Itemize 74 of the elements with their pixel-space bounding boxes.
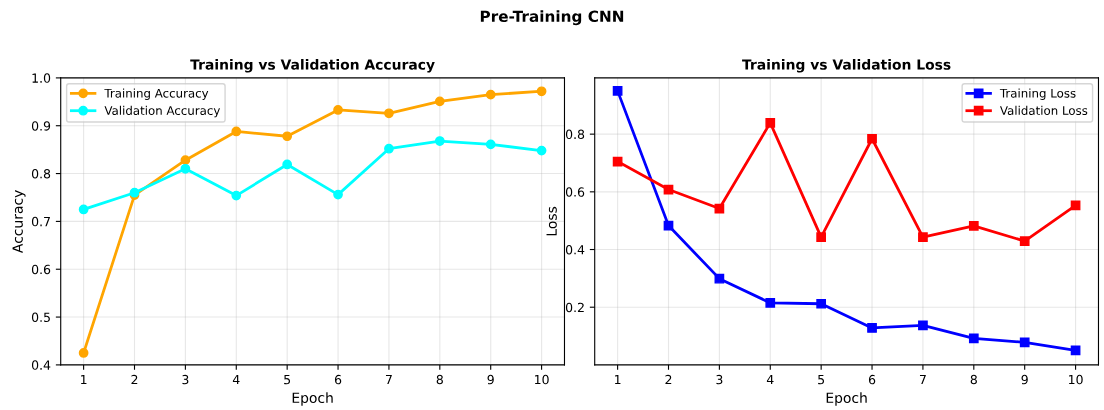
x-tick-label: 1 xyxy=(81,375,87,385)
point xyxy=(714,273,725,284)
point xyxy=(1019,236,1030,247)
y-tick-label: 0.8 xyxy=(565,129,585,140)
x-tick-label: 8 xyxy=(436,374,443,385)
point xyxy=(918,232,928,242)
x-tick-label: 2 xyxy=(665,374,672,385)
x-axis-title: Epoch xyxy=(292,392,333,406)
x-tick-label: 9 xyxy=(487,374,494,385)
y-tick-label: 0.5 xyxy=(31,312,50,322)
x-tick-label: 8 xyxy=(970,374,977,385)
x-tick-label: 7 xyxy=(919,375,926,385)
point xyxy=(816,298,827,309)
y-tick-label: 0.9 xyxy=(31,121,51,131)
point xyxy=(78,204,89,215)
x-tick-label: 1 xyxy=(615,375,621,385)
x-tick-label: 3 xyxy=(716,374,723,385)
point xyxy=(231,190,242,201)
point xyxy=(180,155,191,166)
point xyxy=(282,131,293,142)
x-tick-label: 6 xyxy=(334,374,342,385)
y-tick-label: 0.8 xyxy=(31,169,51,179)
y-tick-label: 0.7 xyxy=(31,216,50,227)
x-tick-label: 10 xyxy=(1069,374,1083,385)
x-tick-label: 4 xyxy=(766,375,774,385)
point xyxy=(968,333,979,344)
point xyxy=(612,86,623,96)
point xyxy=(78,348,89,358)
legend-label: Training Accuracy xyxy=(104,88,209,100)
y-axis-title: Accuracy xyxy=(12,190,26,253)
point xyxy=(968,221,979,231)
x-tick-label: 9 xyxy=(1021,374,1028,385)
point xyxy=(485,139,496,150)
x-tick-label: 5 xyxy=(284,375,291,385)
point xyxy=(536,145,547,156)
x-tick-label: 4 xyxy=(232,375,240,385)
point xyxy=(180,163,191,174)
point xyxy=(485,89,496,100)
y-tick-label: 1.0 xyxy=(32,73,51,83)
x-tick-label: 5 xyxy=(818,375,825,385)
chart-title: Training vs Validation Loss xyxy=(742,59,951,73)
chart-title: Training vs Validation Accuracy xyxy=(190,59,435,73)
point xyxy=(918,320,928,331)
y-tick-label: 0.2 xyxy=(565,302,584,313)
y-tick-label: 0.4 xyxy=(31,360,51,370)
x-tick-label: 6 xyxy=(868,374,876,385)
legend-label: Validation Accuracy xyxy=(104,105,220,118)
legend-label: Training Loss xyxy=(999,88,1076,100)
point xyxy=(282,159,293,170)
point xyxy=(867,133,877,144)
point xyxy=(333,105,343,115)
x-tick-label: 7 xyxy=(385,375,392,385)
x-tick-label: 2 xyxy=(131,374,138,385)
point xyxy=(867,323,877,333)
point xyxy=(384,108,394,119)
x-tick-label: 10 xyxy=(535,374,549,385)
text: Pre-Training CNN xyxy=(480,10,624,26)
y-tick-label: 0.6 xyxy=(565,187,585,197)
point xyxy=(816,232,827,242)
legend-label: Validation Loss xyxy=(1000,105,1088,115)
x-tick-label: 3 xyxy=(182,374,189,385)
point xyxy=(765,298,776,308)
y-tick-label: 0.6 xyxy=(31,264,51,275)
point xyxy=(434,96,445,107)
y-tick-label: 0.4 xyxy=(565,244,585,255)
point xyxy=(1019,337,1030,348)
y-axis-title: Loss xyxy=(546,206,557,236)
point xyxy=(536,86,547,97)
point xyxy=(333,189,343,200)
point xyxy=(384,143,394,154)
point xyxy=(765,118,776,128)
point xyxy=(231,126,242,137)
point xyxy=(434,136,445,146)
x-axis-title: Epoch xyxy=(826,392,867,406)
